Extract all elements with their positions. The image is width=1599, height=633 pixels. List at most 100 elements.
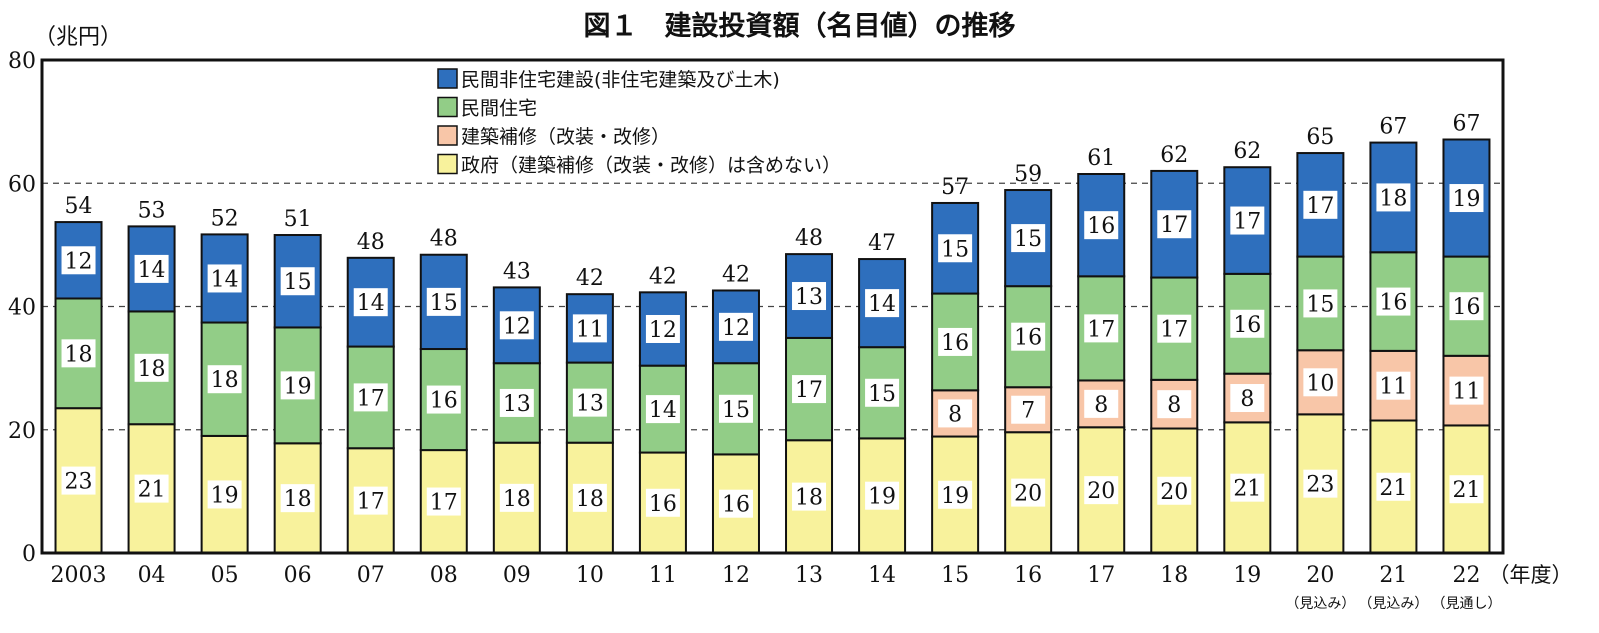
x-tick-label: 12 (722, 563, 750, 588)
data-label-box (207, 264, 242, 293)
total-label: 42 (722, 262, 750, 287)
data-label: 13 (795, 285, 823, 310)
legend-label: 民間非住宅建設(非住宅建築及び土木) (461, 69, 780, 91)
total-label: 48 (430, 227, 458, 252)
data-label: 12 (722, 316, 750, 341)
data-label: 11 (576, 317, 604, 342)
x-tick-label: 16 (1014, 563, 1042, 588)
data-label-box (1303, 368, 1338, 397)
data-label: 15 (284, 270, 312, 295)
data-label-box (645, 488, 680, 517)
x-axis-label: （年度） (1488, 563, 1572, 587)
data-label-box (572, 388, 607, 417)
data-label-box (353, 383, 388, 412)
data-label-box (1011, 395, 1046, 424)
data-label-box (1084, 389, 1119, 418)
x-tick-label: 18 (1160, 563, 1188, 588)
data-label: 19 (1452, 187, 1480, 212)
data-label: 14 (649, 398, 677, 423)
data-label-box (1230, 473, 1265, 502)
x-tick-label: 13 (795, 563, 823, 588)
data-label-box (1011, 478, 1046, 507)
plot-frame (40, 58, 1505, 555)
data-label: 17 (357, 490, 385, 515)
data-label: 15 (941, 237, 969, 262)
data-label: 21 (1379, 476, 1407, 501)
data-label: 17 (357, 386, 385, 411)
data-label-box (280, 371, 315, 400)
legend-label: 民間住宅 (461, 98, 537, 120)
data-label-box (134, 474, 169, 503)
data-label: 17 (1233, 210, 1261, 235)
data-label: 19 (284, 374, 312, 399)
x-tick-label: 20 (1306, 563, 1334, 588)
data-label-box (792, 282, 827, 311)
data-label-box (280, 484, 315, 513)
data-label-box (718, 394, 753, 423)
data-label: 8 (1240, 387, 1254, 412)
x-tick-note: （見通し） (1431, 596, 1501, 612)
total-label: 61 (1087, 146, 1115, 171)
data-label: 14 (868, 292, 896, 317)
data-label-box (426, 385, 461, 414)
data-label: 7 (1021, 399, 1035, 424)
data-label-box (1303, 289, 1338, 318)
data-label: 21 (1452, 478, 1480, 503)
data-label: 16 (1452, 295, 1480, 320)
data-label-box (426, 287, 461, 316)
y-tick-label: 40 (8, 296, 36, 321)
data-label-box (499, 388, 534, 417)
data-label: 16 (941, 331, 969, 356)
data-label: 18 (503, 487, 531, 512)
data-label: 17 (430, 491, 458, 516)
total-label: 62 (1233, 139, 1261, 164)
gridlines (42, 182, 1503, 431)
data-label-box (1230, 309, 1265, 338)
data-label: 19 (211, 483, 239, 508)
bars: 23 18 12 54 21 18 14 53 19 18 14 52 18 19 15 51 17 17 14 48… (54, 111, 1491, 555)
data-label: 16 (722, 493, 750, 518)
data-label: 16 (1233, 313, 1261, 338)
data-label: 17 (1160, 318, 1188, 343)
data-label-box (1449, 184, 1484, 213)
legend-swatch (437, 153, 458, 175)
data-label-box (207, 365, 242, 394)
x-tick-note: （見込み） (1285, 596, 1355, 612)
x-tick-label: 05 (211, 563, 239, 588)
data-label-box (865, 289, 900, 318)
data-label: 16 (1087, 214, 1115, 239)
data-label-box (1376, 183, 1411, 212)
data-label: 20 (1087, 479, 1115, 504)
data-label: 10 (1306, 371, 1334, 396)
data-label-box (61, 246, 96, 275)
total-label: 59 (1014, 162, 1042, 187)
data-label-box (1449, 475, 1484, 504)
data-label-box (938, 327, 973, 356)
data-label: 15 (1014, 227, 1042, 252)
total-label: 52 (211, 206, 239, 231)
data-label-box (1084, 211, 1119, 240)
data-label-box (938, 399, 973, 428)
total-label: 57 (941, 175, 969, 200)
data-label-box (1449, 376, 1484, 405)
data-label: 19 (941, 484, 969, 509)
data-label: 15 (1306, 292, 1334, 317)
y-axis-label: （兆円） (34, 25, 122, 50)
x-tick-label: 14 (868, 563, 896, 588)
data-label: 18 (1379, 186, 1407, 211)
data-label-box (572, 314, 607, 343)
data-label-box (645, 314, 680, 343)
data-label-box (718, 489, 753, 518)
x-tick-label: 11 (649, 563, 677, 588)
data-label-box (938, 480, 973, 509)
data-label-box (1230, 206, 1265, 235)
data-label: 15 (430, 291, 458, 316)
data-label-box (645, 395, 680, 424)
data-label: 21 (1233, 477, 1261, 502)
total-label: 48 (357, 230, 385, 255)
x-tick-label: 21 (1379, 563, 1407, 588)
total-label: 67 (1452, 111, 1480, 136)
data-label-box (792, 482, 827, 511)
data-label: 19 (868, 485, 896, 510)
data-label: 8 (948, 402, 962, 427)
